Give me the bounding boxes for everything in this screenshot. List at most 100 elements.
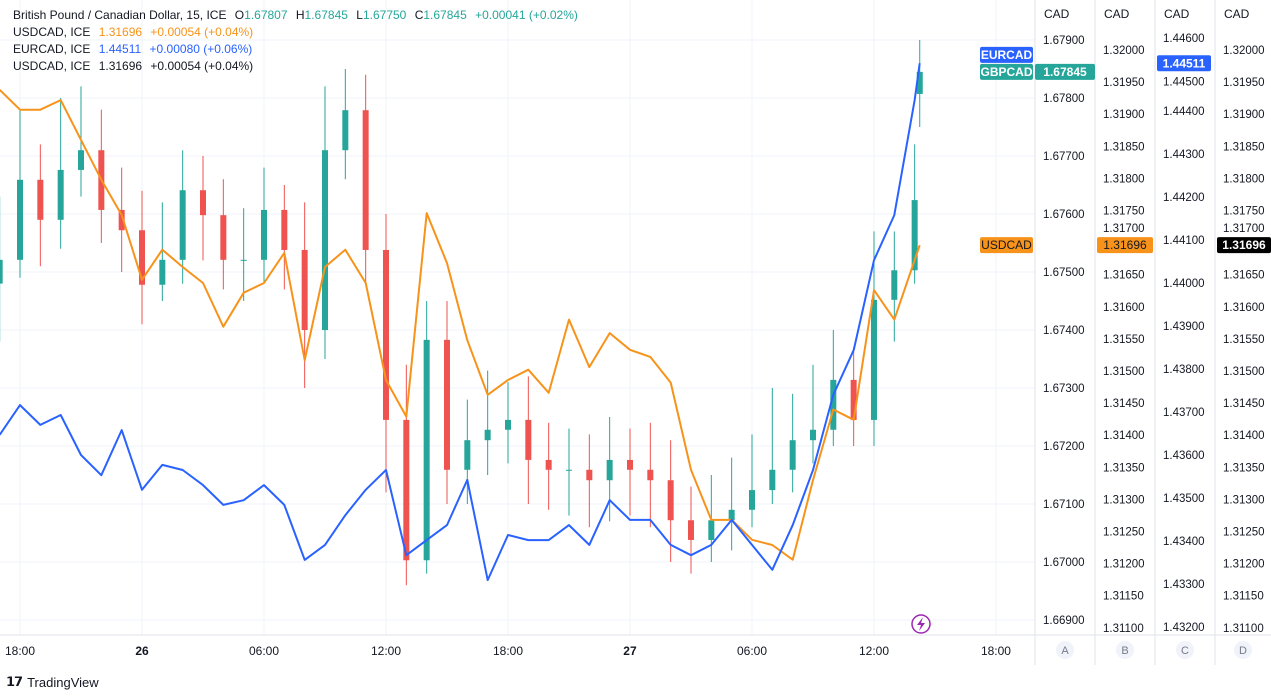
price-axis-C: CAD 1.44600 1.44500 1.44400 1.44300 1.44200 1.… <box>1163 7 1205 634</box>
time-tick-label: 12:00 <box>371 644 401 658</box>
low-value: 1.67750 <box>362 8 407 22</box>
candle <box>626 428 633 516</box>
candle <box>0 196 3 342</box>
price-tick-label: 1.44300 <box>1163 149 1205 161</box>
series-name: USDCAD, ICE <box>13 59 91 73</box>
candle-body <box>870 299 877 420</box>
legend-row-usdcad-2[interactable]: USDCAD, ICE 1.31696 +0.00054 (+0.04%) <box>13 58 583 75</box>
price-tick-label: 1.31550 <box>1223 334 1265 346</box>
price-tick-label: 1.31600 <box>1223 302 1265 314</box>
candle-body <box>118 209 125 231</box>
price-tick-label: 1.31900 <box>1103 109 1145 121</box>
candle-body <box>0 259 3 284</box>
axis-letter-button[interactable]: B <box>1116 641 1134 659</box>
time-tick-label: 18:00 <box>981 644 1011 658</box>
price-tick-label: 1.31450 <box>1103 398 1145 410</box>
tag-text: EURCAD <box>981 48 1033 62</box>
usdcad-d-price-tag: 1.31696 <box>1217 237 1271 254</box>
lightning-bolt <box>917 617 925 631</box>
price-tick-label: 1.31200 <box>1223 559 1265 571</box>
legend-row-eurcad[interactable]: EURCAD, ICE 1.44511 +0.00080 (+0.06%) <box>13 41 583 58</box>
candle-body <box>199 190 206 216</box>
open-value: 1.67807 <box>244 8 288 22</box>
price-tick-label: 1.43800 <box>1163 364 1205 376</box>
axis-letter-button[interactable]: D <box>1234 641 1252 659</box>
candle-body <box>138 230 145 285</box>
series-change: +0.00054 (+0.04%) <box>150 59 254 73</box>
axis-letter-bg <box>1116 641 1134 659</box>
time-tick-label: 06:00 <box>249 644 279 658</box>
price-tick-label: 1.31250 <box>1103 527 1145 539</box>
price-tick-label: 1.31750 <box>1103 206 1145 218</box>
candle-body <box>504 419 511 430</box>
main-symbol-name: British Pound / Canadian Dollar, 15, ICE <box>13 8 227 22</box>
price-tick-label: 1.31700 <box>1223 223 1265 235</box>
price-tick-label: 1.31250 <box>1223 527 1265 539</box>
candle <box>159 202 166 301</box>
price-axis-D: CAD 1.32000 1.31950 1.31900 1.31850 1.31800 1.… <box>1223 7 1265 635</box>
price-tick-label: 1.31150 <box>1223 591 1264 603</box>
price-tick-label: 1.43400 <box>1163 536 1205 548</box>
time-tick-label: 12:00 <box>859 644 889 658</box>
candle-body <box>789 440 796 470</box>
candle-body <box>362 110 369 250</box>
candle <box>728 457 735 551</box>
axis-letter-button[interactable]: A <box>1056 641 1074 659</box>
axis-unit-label: CAD <box>1164 7 1190 21</box>
time-tick-label: 26 <box>135 644 149 658</box>
price-tick-label: 1.31300 <box>1223 494 1265 506</box>
legend-row-usdcad[interactable]: USDCAD, ICE 1.31696 +0.00054 (+0.04%) <box>13 24 583 41</box>
price-tick-label: 1.31150 <box>1103 591 1144 603</box>
candle <box>260 167 267 284</box>
candle-body <box>891 270 898 300</box>
price-tick-label: 1.67100 <box>1043 499 1085 511</box>
price-tick-label: 1.31650 <box>1223 270 1265 282</box>
price-tick-label: 1.31200 <box>1103 559 1145 571</box>
candle <box>17 109 23 278</box>
price-tick-label: 1.31500 <box>1223 366 1265 378</box>
eurcad-price-tag: 1.44511 <box>1157 55 1211 72</box>
tag-bg <box>980 237 1033 254</box>
candle <box>240 208 247 301</box>
series-name: USDCAD, ICE <box>13 25 91 39</box>
candle <box>748 434 755 528</box>
candle-body <box>911 200 918 271</box>
axis-letter: D <box>1239 645 1247 657</box>
candle <box>362 74 369 284</box>
price-axis-B: CAD 1.32000 1.31950 1.31900 1.31850 1.31800 1.… <box>1103 7 1145 635</box>
price-tick-label: 1.67200 <box>1043 441 1085 453</box>
candle <box>525 376 532 504</box>
eurcad-symbol-tag: EURCAD <box>980 46 1033 63</box>
candle <box>830 330 837 446</box>
candle <box>647 422 654 528</box>
price-tick-label: 1.66900 <box>1043 615 1085 627</box>
lightning-icon[interactable] <box>911 614 931 634</box>
footer[interactable]: 𝟭𝟳 TradingView <box>6 674 99 690</box>
price-tick-label: 1.43500 <box>1163 493 1205 505</box>
axis-letter-button[interactable]: C <box>1176 641 1194 659</box>
candle <box>199 156 206 261</box>
candle <box>789 393 796 493</box>
price-tick-label: 1.31650 <box>1103 270 1145 282</box>
candle <box>443 301 450 504</box>
tag-text: GBPCAD <box>980 65 1032 79</box>
candle-body <box>830 379 837 430</box>
candle-body <box>809 429 816 441</box>
low-label: L <box>356 8 363 22</box>
candle-body <box>464 440 471 470</box>
high-label: H <box>295 8 305 22</box>
price-tick-label: 1.31600 <box>1103 302 1145 314</box>
brand-name: TradingView <box>27 674 99 690</box>
candle-body <box>220 215 227 260</box>
price-tick-label: 1.43300 <box>1163 579 1205 591</box>
close-label: C <box>414 8 424 22</box>
candle <box>667 440 674 562</box>
price-tick-label: 1.31950 <box>1103 77 1145 89</box>
candle-body <box>159 259 166 285</box>
candle-body <box>586 469 593 481</box>
candle <box>769 388 776 504</box>
candle-body <box>443 339 450 470</box>
candle <box>484 370 491 475</box>
gbpcad-price-tag: 1.67845 <box>1035 63 1095 80</box>
